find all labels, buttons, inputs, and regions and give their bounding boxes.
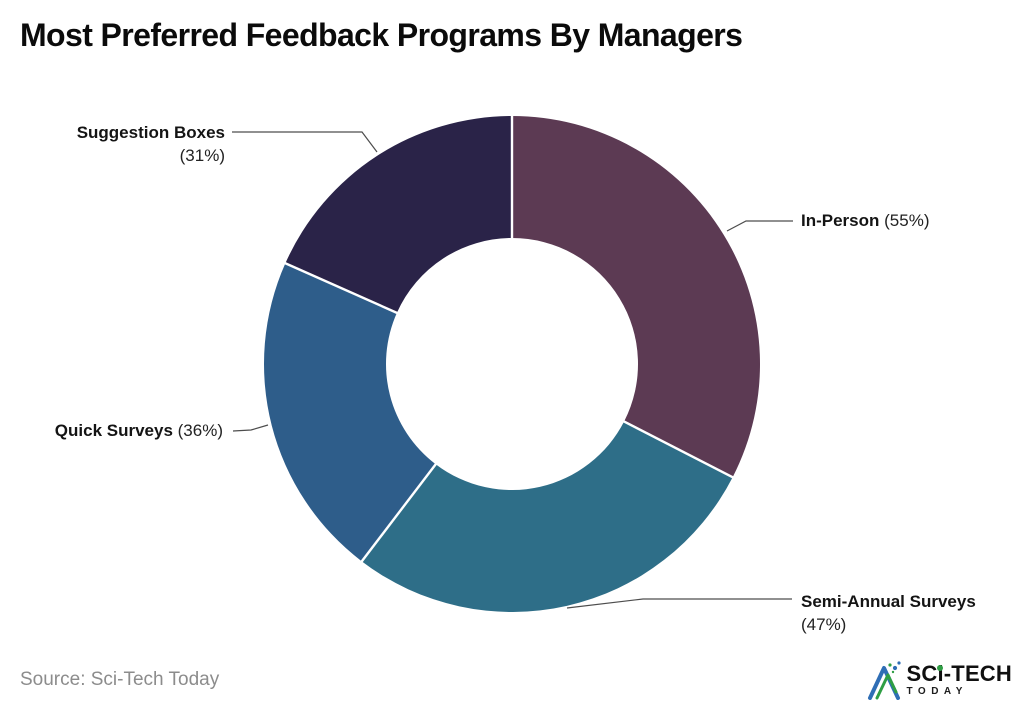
slice-separator bbox=[622, 419, 735, 479]
slice-separator bbox=[283, 261, 399, 315]
leader-line-quick-surveys bbox=[232, 424, 269, 432]
callout-quick-surveys: Quick Surveys (36%) bbox=[55, 422, 223, 440]
callout-label: Quick Surveys bbox=[54, 421, 173, 440]
leader-line-suggestion-boxes bbox=[232, 131, 378, 153]
callout-in-person: In-Person (55%) bbox=[801, 212, 930, 230]
callout-value: (47%) bbox=[801, 615, 847, 634]
leader-line-in-person bbox=[726, 220, 793, 232]
callout-suggestion-boxes: Suggestion Boxes (31%) bbox=[77, 121, 225, 167]
leader-line-semi-annual-surveys bbox=[566, 598, 792, 609]
sci-tech-mountain-icon bbox=[867, 661, 901, 700]
callout-value: (36%) bbox=[177, 421, 223, 440]
donut-slice-suggestion-boxes bbox=[285, 116, 512, 313]
brand-text: SCi-TECH TODAY bbox=[906, 660, 1013, 698]
leader-lines bbox=[232, 131, 793, 609]
donut-slice-in-person bbox=[512, 116, 760, 478]
donut-slice-semi-annual-surveys bbox=[361, 421, 733, 612]
page-title: Most Preferred Feedback Programs By Mana… bbox=[20, 17, 743, 53]
brand-subname: TODAY bbox=[906, 685, 968, 697]
callout-label: In-Person bbox=[801, 211, 880, 230]
callout-label: Suggestion Boxes bbox=[76, 123, 225, 142]
donut-slice-quick-surveys bbox=[264, 263, 436, 562]
donut-slices bbox=[264, 115, 760, 612]
callout-value: (31%) bbox=[179, 146, 225, 165]
callout-label: Semi-Annual Surveys bbox=[801, 592, 976, 611]
brand-name: SCi-TECH bbox=[906, 660, 1012, 686]
brand-logo: SCi-TECH TODAY bbox=[867, 660, 1013, 700]
logo-i-dot-icon bbox=[936, 665, 943, 671]
source-credit: Source: Sci-Tech Today bbox=[20, 669, 220, 690]
callout-semi-annual-surveys: Semi-Annual Surveys (47%) bbox=[801, 590, 976, 636]
slice-separator bbox=[360, 462, 438, 563]
callout-value: (55%) bbox=[884, 211, 930, 230]
